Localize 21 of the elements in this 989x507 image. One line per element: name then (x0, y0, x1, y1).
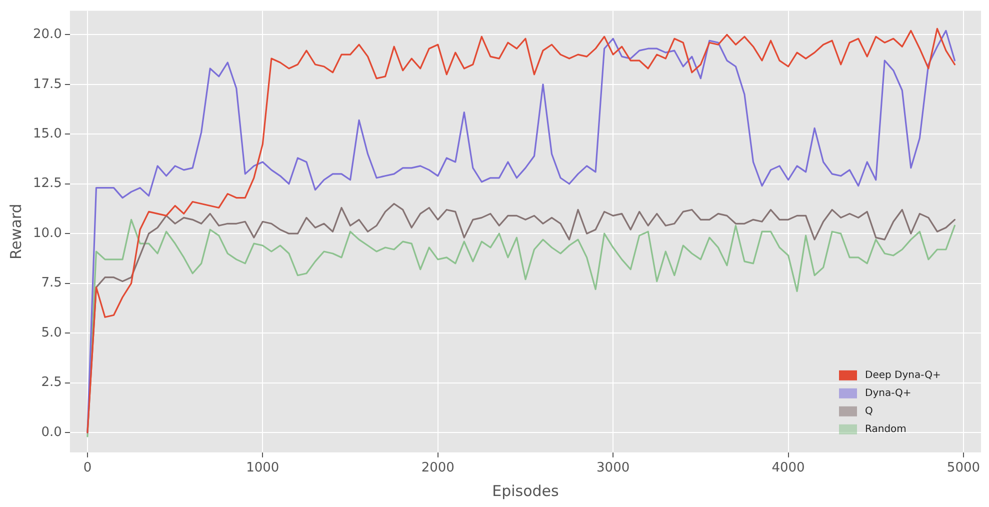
x-tick-label: 1000 (246, 460, 280, 476)
legend-label: Deep Dyna-Q+ (865, 370, 941, 381)
x-tick-label: 5000 (946, 460, 980, 476)
legend-label: Random (865, 424, 906, 435)
x-axis-title: Episodes (492, 482, 560, 500)
y-tick-label: 10.0 (32, 226, 62, 241)
x-tick-label: 4000 (772, 460, 805, 476)
y-tick-label: 5.0 (41, 325, 62, 340)
y-tick-label: 2.5 (41, 375, 62, 390)
legend-label: Dyna-Q+ (865, 388, 912, 399)
y-tick-label: 12.5 (32, 176, 62, 192)
legend-label: Q (865, 406, 873, 417)
y-tick-label: 20.0 (32, 27, 62, 42)
y-tick-label: 7.5 (41, 276, 62, 291)
y-tick-label: 0.0 (41, 424, 62, 440)
x-tick-label: 3000 (596, 460, 630, 476)
x-tick-label: 2000 (421, 460, 454, 476)
y-tick-label: 17.5 (32, 76, 62, 92)
x-tick-label: 0 (83, 460, 92, 476)
y-tick-label: 15.0 (32, 126, 62, 142)
y-axis-title: Reward (6, 204, 25, 260)
